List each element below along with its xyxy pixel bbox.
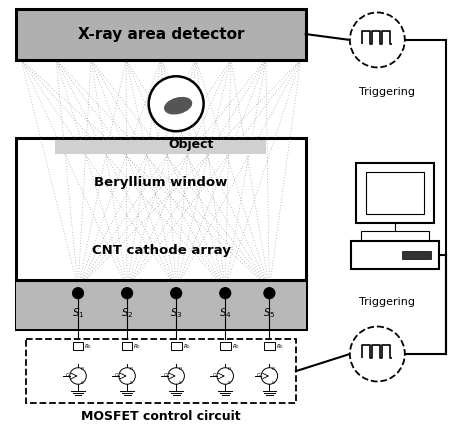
Bar [16,280,306,329]
Text: D: D [81,367,84,371]
Bar [16,138,306,329]
Text: $S_4$: $S_4$ [219,306,232,320]
Text: D: D [130,367,133,371]
Bar [365,173,424,214]
Text: G: G [213,374,217,379]
Text: MOSFET control circuit: MOSFET control circuit [81,410,241,423]
Text: G: G [257,374,261,379]
Bar [351,241,439,269]
Text: $R_0$: $R_0$ [84,342,92,351]
Bar [122,342,132,350]
Circle shape [122,288,132,298]
Circle shape [350,326,405,382]
Circle shape [264,288,275,298]
Text: CNT cathode array: CNT cathode array [91,245,230,257]
Text: D: D [179,367,182,371]
Bar [16,8,306,60]
Text: S: S [179,382,182,385]
Bar [356,163,434,223]
Bar [220,342,231,350]
Text: $R_0$: $R_0$ [232,342,240,351]
Text: D: D [228,367,231,371]
Bar [171,342,182,350]
Bar [26,339,296,403]
Text: $R_0$: $R_0$ [276,342,284,351]
Circle shape [168,368,184,384]
Bar [55,140,266,154]
Text: Object: Object [168,139,214,151]
Circle shape [261,368,278,384]
Text: D: D [272,367,275,371]
Bar [264,342,275,350]
Text: Triggering: Triggering [359,87,415,97]
Text: $S_1$: $S_1$ [72,306,84,320]
Text: S: S [81,382,83,385]
Circle shape [119,368,136,384]
Text: $S_3$: $S_3$ [170,306,182,320]
Text: Triggering: Triggering [359,297,415,307]
Bar [73,342,83,350]
Text: S: S [130,382,133,385]
Text: Beryllium window: Beryllium window [94,176,228,189]
Text: X-ray area detector: X-ray area detector [78,27,244,42]
Circle shape [70,368,86,384]
Bar [402,251,431,259]
Text: $R_0$: $R_0$ [182,342,191,351]
Text: S: S [228,382,231,385]
Circle shape [350,12,405,67]
Text: G: G [115,374,118,379]
Text: G: G [164,374,167,379]
Ellipse shape [164,98,191,114]
Circle shape [149,76,204,131]
Text: $S_2$: $S_2$ [121,306,133,320]
Circle shape [220,288,231,298]
Text: S: S [272,382,275,385]
Bar [361,232,429,241]
Circle shape [73,288,83,298]
Text: G: G [65,374,69,379]
Circle shape [217,368,234,384]
Text: $S_5$: $S_5$ [263,306,276,320]
Circle shape [171,288,182,298]
Text: $R_0$: $R_0$ [134,342,142,351]
